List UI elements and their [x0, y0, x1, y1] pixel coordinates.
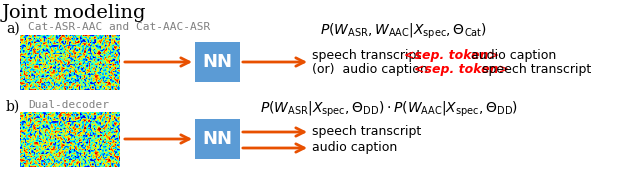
Text: <sep. token>: <sep. token>	[414, 63, 509, 76]
Text: NN: NN	[202, 130, 232, 148]
Text: audio caption: audio caption	[312, 141, 397, 155]
Text: NN: NN	[202, 53, 232, 71]
Text: speech transcript: speech transcript	[477, 63, 591, 76]
Text: audio caption: audio caption	[467, 48, 557, 62]
Text: Dual-decoder: Dual-decoder	[28, 100, 109, 110]
Text: (or)  audio caption: (or) audio caption	[312, 63, 432, 76]
Text: $P(W_{\mathrm{ASR}}|X_{\mathrm{spec}}, \Theta_{\mathrm{DD}}) \cdot P(W_{\mathrm{: $P(W_{\mathrm{ASR}}|X_{\mathrm{spec}}, \…	[260, 100, 518, 119]
Text: Joint modeling: Joint modeling	[2, 4, 147, 22]
Text: b): b)	[6, 100, 20, 114]
Text: speech transcript: speech transcript	[312, 48, 425, 62]
FancyBboxPatch shape	[195, 42, 240, 82]
Text: $P(W_{\mathrm{ASR}}, W_{\mathrm{AAC}}|X_{\mathrm{spec}}, \Theta_{\mathrm{Cat}})$: $P(W_{\mathrm{ASR}}, W_{\mathrm{AAC}}|X_…	[320, 22, 487, 41]
Text: Cat-ASR-AAC and Cat-AAC-ASR: Cat-ASR-AAC and Cat-AAC-ASR	[28, 22, 211, 32]
Text: speech transcript: speech transcript	[312, 125, 421, 139]
Text: <sep. token>: <sep. token>	[404, 48, 499, 62]
FancyBboxPatch shape	[195, 119, 240, 159]
Text: a): a)	[6, 22, 20, 36]
